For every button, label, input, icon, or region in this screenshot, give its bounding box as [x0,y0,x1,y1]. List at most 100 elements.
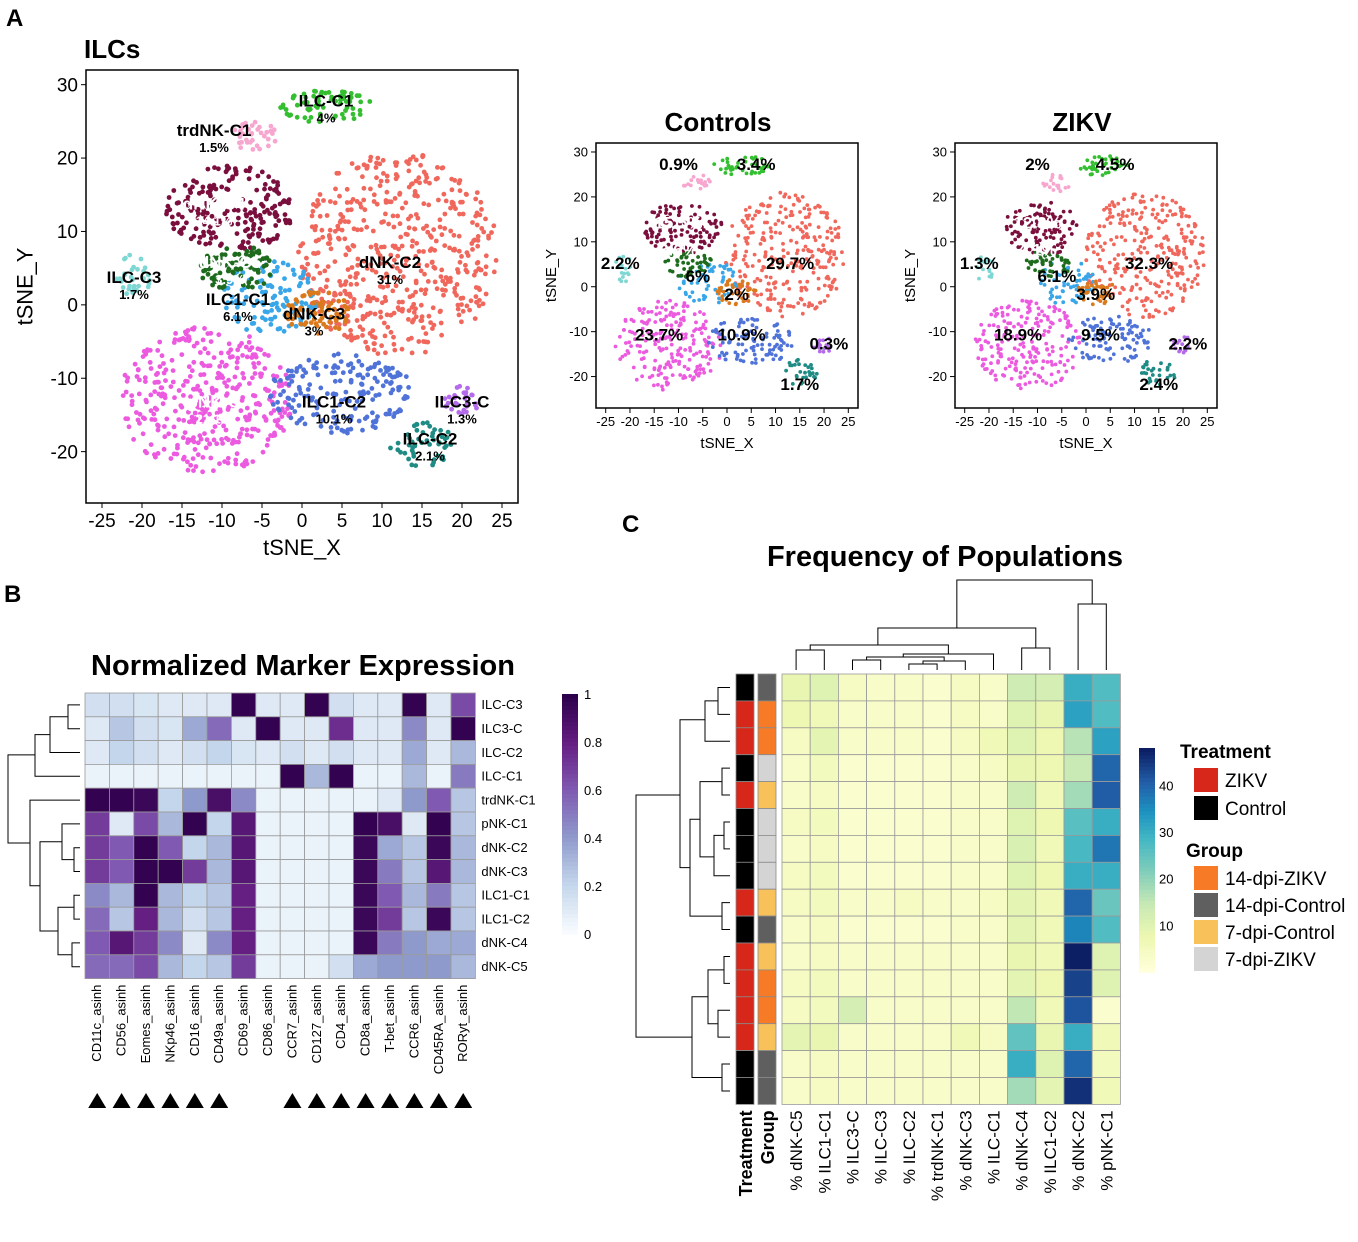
point-ILC-C3 [621,254,626,259]
point-pNK-C [996,324,1001,329]
point-ILC1-C2 [323,364,329,369]
point-ILC1-C2 [739,317,743,322]
point-dNK-C3 [290,316,295,322]
point-dNK-C2 [1108,207,1112,212]
point-dNK-C2 [296,249,301,255]
point-dNK-C2 [491,223,497,229]
point-dNK-C2 [1135,274,1140,279]
point-ILC1-C2 [1070,338,1074,343]
point-ILC-C1 [712,162,717,167]
heat-cell [866,727,896,756]
heat-cell [1091,996,1121,1025]
point-dNK-C2 [818,235,822,239]
point-pNK-C [237,343,243,349]
point-ILC1-C1 [281,328,287,334]
point-pNK-C [162,395,168,401]
point-dNK-C2 [1169,275,1174,280]
heat-cell [377,716,403,741]
colorbar-step [1139,789,1155,794]
point-dNK-C4 [643,231,648,235]
y-tick-label: 0 [581,279,588,294]
point-dNK-C2 [378,178,384,184]
point-pNK-C [256,360,262,366]
point-dNK-C2 [458,296,464,301]
point-pNK-C [180,435,186,441]
point-pNK-C [200,455,206,460]
point-dNK-C3 [1106,293,1111,297]
colorbar-step [1139,867,1155,872]
marker-triangle [185,1093,204,1108]
point-ILC-C2 [794,374,799,379]
point-dNK-C4 [1042,214,1047,219]
point-dNK-C2 [456,233,462,239]
heat-cell [328,930,354,956]
point-ILC1-C2 [1123,336,1128,341]
heat-cell [950,1050,980,1078]
y-tick-label: -10 [569,324,588,339]
heat-cell [401,883,428,908]
point-pNK-C [999,305,1004,310]
point-dNK-C2 [451,232,457,238]
heat-cell [279,906,306,932]
point-dNK-C4 [1055,243,1060,248]
point-pNK-C [681,315,686,320]
point-ILC1-C1 [703,276,707,281]
point-dNK-C4 [165,203,171,209]
point-ILC3-C [461,407,467,413]
point-dNK-C3 [321,321,326,327]
colorbar-step [562,818,578,823]
point-pNK-C [232,374,238,380]
point-dNK-C2 [1140,210,1144,215]
point-dNK-C2 [796,259,801,264]
point-dNK-C2 [370,328,376,333]
point-pNK-C [161,361,166,366]
point-pNK-C [678,346,683,351]
point-dNK-C3 [741,299,746,304]
point-pNK-C [1036,306,1041,311]
point-ILC-C1 [316,98,321,104]
colorbar-step [562,790,578,795]
heat-cell [230,859,257,884]
point-dNK-C5 [1029,262,1033,267]
point-dNK-C2 [1149,267,1154,271]
heat-cell [922,942,952,971]
point-dNK-C2 [1170,198,1175,203]
point-pNK-C [698,349,702,354]
point-dNK-C2 [441,191,447,197]
point-dNK-C5 [233,260,239,265]
point-dNK-C4 [1038,203,1042,208]
point-dNK-C4 [286,197,292,203]
point-ILC1-C2 [368,365,374,371]
point-dNK-C4 [681,249,686,254]
heat-cell [809,1023,839,1052]
point-dNK-C2 [394,174,400,179]
heat-cell [109,787,135,813]
colorbar-step [562,782,578,787]
point-dNK-C5 [684,255,689,260]
point-dNK-C2 [370,228,376,234]
point-dNK-C2 [365,346,371,352]
point-dNK-C2 [1175,281,1180,286]
point-ILC1-C2 [389,380,394,385]
point-dNK-C4 [1029,203,1034,208]
point-dNK-C2 [818,265,823,269]
point-dNK-C2 [1116,212,1121,217]
point-pNK-C [665,323,669,328]
colorbar-step [1139,762,1155,768]
point-dNK-C2 [833,235,838,239]
point-ILC1-C1 [225,300,231,305]
point-pNK-C [1009,360,1014,365]
point-dNK-C2 [789,238,793,243]
point-ILC-C3 [146,281,152,287]
point-dNK-C2 [425,339,431,345]
point-ILC1-C2 [1092,316,1096,321]
point-dNK-C2 [452,246,457,252]
point-ILC-C2 [402,450,408,456]
point-dNK-C2 [427,180,432,186]
heat-cell [279,835,306,860]
point-ILC1-C1 [232,314,238,320]
x-tick-label: 0 [1082,414,1089,429]
point-dNK-C2 [337,219,343,225]
cluster-pct-ILC-C2: 2.4% [1139,375,1178,394]
point-dNK-C2 [780,301,785,305]
